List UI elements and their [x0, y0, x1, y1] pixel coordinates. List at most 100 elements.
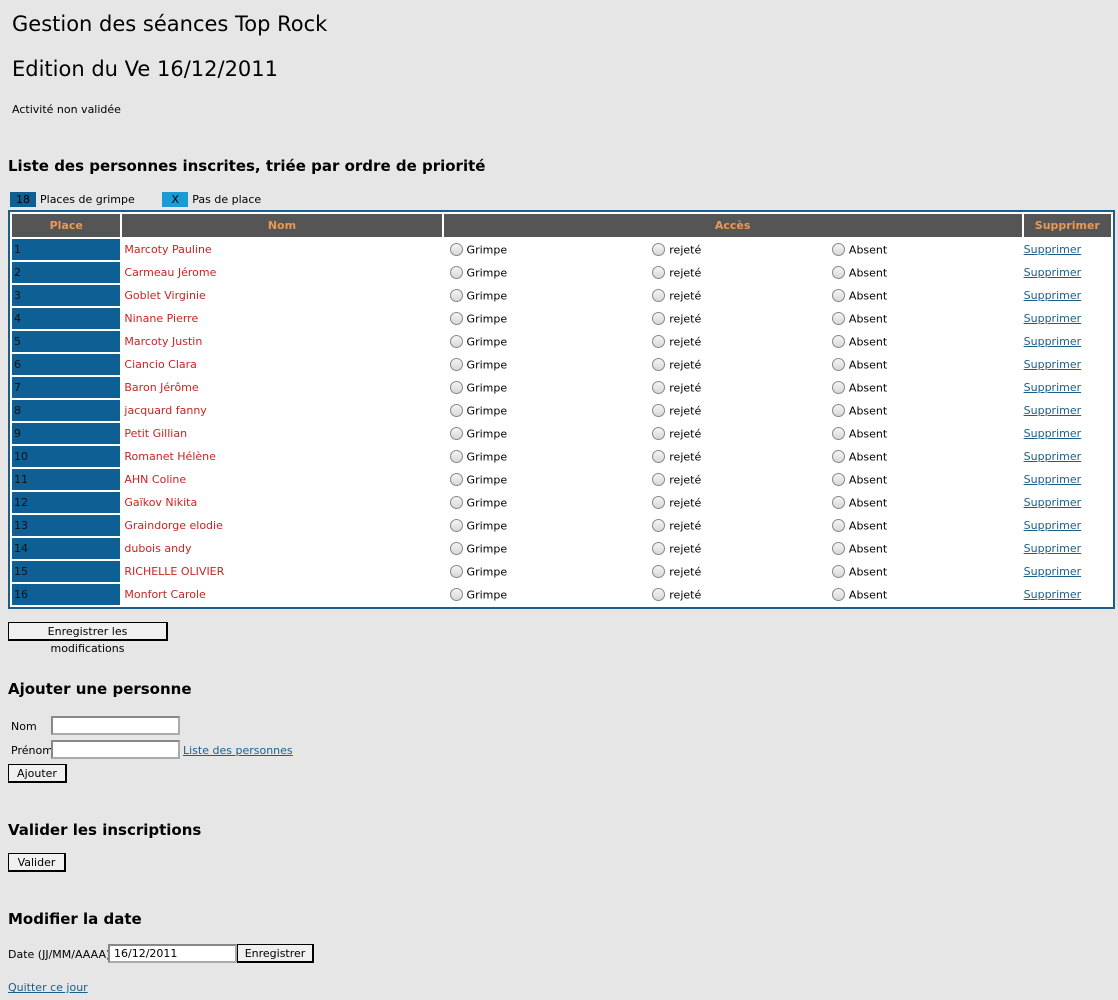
grimpe-radio[interactable]	[449, 588, 463, 602]
absent-radio[interactable]	[831, 335, 845, 349]
delete-link[interactable]: Supprimer	[1023, 335, 1082, 348]
table-row: 6 Ciancio Clara Grimpe rejeté Absent Supprime…	[12, 354, 1111, 375]
rejete-radio[interactable]	[652, 450, 666, 464]
delete-link[interactable]: Supprimer	[1023, 243, 1082, 256]
grimpe-radio[interactable]	[449, 312, 463, 326]
acces-grimpe-cell: Grimpe	[444, 515, 645, 536]
acces-rejete-cell: rejeté	[646, 239, 824, 260]
grimpe-radio[interactable]	[449, 565, 463, 579]
absent-radio[interactable]	[831, 542, 845, 556]
rejete-radio[interactable]	[652, 358, 666, 372]
delete-cell: Supprimer	[1024, 400, 1111, 421]
grimpe-radio[interactable]	[449, 335, 463, 349]
absent-radio[interactable]	[831, 565, 845, 579]
rejete-radio[interactable]	[652, 266, 666, 280]
absent-radio[interactable]	[831, 289, 845, 303]
absent-radio[interactable]	[831, 588, 845, 602]
rejete-radio[interactable]	[652, 427, 666, 441]
rejete-radio[interactable]	[652, 542, 666, 556]
delete-link[interactable]: Supprimer	[1023, 519, 1082, 532]
absent-label: Absent	[848, 519, 888, 533]
delete-link[interactable]: Supprimer	[1023, 312, 1082, 325]
rejete-radio[interactable]	[652, 312, 666, 326]
absent-radio[interactable]	[831, 404, 845, 418]
place-cell: 8	[12, 400, 121, 421]
grimpe-radio[interactable]	[449, 358, 463, 372]
acces-rejete-cell: rejeté	[646, 423, 824, 444]
registrations-table: Place Nom Accès Supprimer 1 Marcoty Pauli…	[8, 210, 1115, 609]
absent-radio[interactable]	[831, 519, 845, 533]
acces-absent-cell: Absent	[826, 239, 1022, 260]
table-row: 7 Baron Jérôme Grimpe rejeté Absent Supprimer	[12, 377, 1111, 398]
grimpe-radio[interactable]	[449, 427, 463, 441]
rejete-label: rejeté	[669, 565, 702, 579]
place-cell: 5	[12, 331, 121, 352]
delete-link[interactable]: Supprimer	[1023, 358, 1082, 371]
acces-absent-cell: Absent	[826, 584, 1022, 605]
rejete-radio[interactable]	[652, 519, 666, 533]
rejete-radio[interactable]	[652, 404, 666, 418]
absent-radio[interactable]	[831, 243, 845, 257]
grimpe-radio[interactable]	[449, 450, 463, 464]
grimpe-radio[interactable]	[449, 404, 463, 418]
delete-link[interactable]: Supprimer	[1023, 427, 1082, 440]
absent-radio[interactable]	[831, 473, 845, 487]
delete-link[interactable]: Supprimer	[1023, 588, 1082, 601]
rejete-label: rejeté	[669, 404, 702, 418]
grimpe-radio[interactable]	[449, 542, 463, 556]
acces-absent-cell: Absent	[826, 354, 1022, 375]
grimpe-radio[interactable]	[449, 381, 463, 395]
absent-label: Absent	[848, 243, 888, 257]
rejete-label: rejeté	[669, 335, 702, 349]
rejete-radio[interactable]	[652, 243, 666, 257]
person-list-link[interactable]: Liste des personnes	[183, 744, 293, 757]
acces-grimpe-cell: Grimpe	[444, 262, 645, 283]
grimpe-radio[interactable]	[449, 496, 463, 510]
nom-cell: Ninane Pierre	[124, 312, 199, 325]
acces-grimpe-cell: Grimpe	[444, 308, 645, 329]
rejete-radio[interactable]	[652, 335, 666, 349]
grimpe-radio[interactable]	[449, 473, 463, 487]
delete-link[interactable]: Supprimer	[1023, 266, 1082, 279]
validate-button[interactable]: Valider	[8, 853, 66, 872]
add-button[interactable]: Ajouter	[8, 764, 67, 783]
delete-link[interactable]: Supprimer	[1023, 289, 1082, 302]
delete-link[interactable]: Supprimer	[1023, 565, 1082, 578]
place-cell: 7	[12, 377, 121, 398]
rejete-radio[interactable]	[652, 381, 666, 395]
absent-label: Absent	[848, 312, 888, 326]
rejete-radio[interactable]	[652, 565, 666, 579]
rejete-radio[interactable]	[652, 473, 666, 487]
rejete-label: rejeté	[669, 496, 702, 510]
save-date-button[interactable]: Enregistrer	[237, 944, 314, 963]
absent-radio[interactable]	[831, 496, 845, 510]
absent-radio[interactable]	[831, 312, 845, 326]
absent-label: Absent	[848, 473, 888, 487]
delete-link[interactable]: Supprimer	[1023, 473, 1082, 486]
absent-radio[interactable]	[831, 381, 845, 395]
table-row: 12 Gaïkov Nikita Grimpe rejeté Absent Supprim…	[12, 492, 1111, 513]
rejete-radio[interactable]	[652, 496, 666, 510]
legend-box-no-place: X	[162, 192, 189, 207]
absent-radio[interactable]	[831, 358, 845, 372]
rejete-radio[interactable]	[652, 289, 666, 303]
absent-radio[interactable]	[831, 266, 845, 280]
delete-link[interactable]: Supprimer	[1023, 496, 1082, 509]
quit-day-link[interactable]: Quitter ce jour	[8, 981, 88, 994]
grimpe-label: Grimpe	[466, 312, 508, 326]
delete-link[interactable]: Supprimer	[1023, 450, 1082, 463]
delete-link[interactable]: Supprimer	[1023, 542, 1082, 555]
grimpe-radio[interactable]	[449, 289, 463, 303]
prenom-input[interactable]	[51, 740, 180, 759]
delete-link[interactable]: Supprimer	[1023, 381, 1082, 394]
delete-link[interactable]: Supprimer	[1023, 404, 1082, 417]
absent-radio[interactable]	[831, 450, 845, 464]
rejete-radio[interactable]	[652, 588, 666, 602]
absent-radio[interactable]	[831, 427, 845, 441]
nom-input[interactable]	[51, 716, 180, 735]
save-changes-button[interactable]: Enregistrer les modifications	[8, 622, 168, 655]
grimpe-radio[interactable]	[449, 266, 463, 280]
date-input[interactable]: 16/12/2011	[108, 944, 237, 963]
grimpe-radio[interactable]	[449, 519, 463, 533]
grimpe-radio[interactable]	[449, 243, 463, 257]
